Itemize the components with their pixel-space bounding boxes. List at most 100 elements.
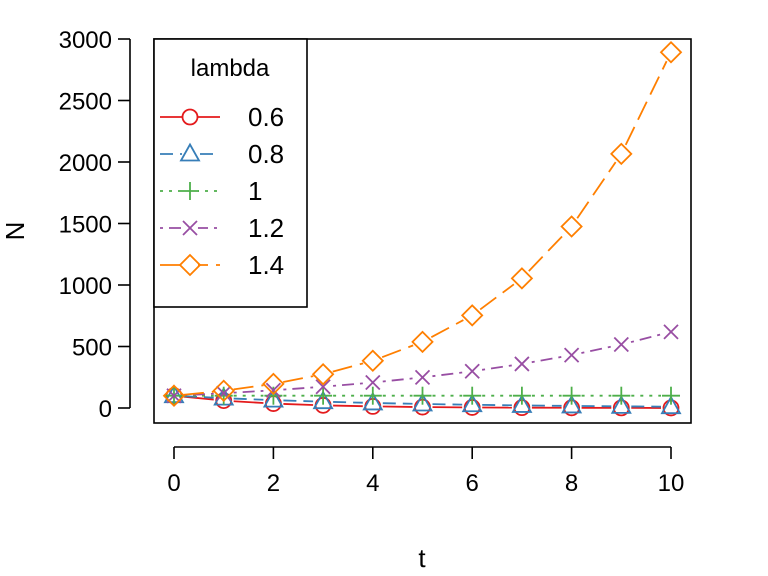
data-point [311, 362, 335, 386]
data-point-shape [659, 40, 683, 64]
series-segment [630, 333, 662, 343]
data-point-shape [514, 356, 530, 372]
data-point [414, 369, 431, 386]
data-point [461, 393, 483, 413]
series-segment [432, 371, 463, 378]
data-point [460, 304, 484, 327]
y-tick-label: 2000 [59, 150, 112, 177]
series-segment [332, 362, 364, 373]
data-point-shape [411, 392, 434, 412]
y-tick-label: 500 [72, 335, 112, 362]
legend-entry: 1.4 [160, 250, 284, 280]
data-point [510, 267, 534, 290]
data-point [162, 384, 186, 407]
series-segment [283, 375, 314, 383]
y-axis: 0 500 1000 1500 2000 2500 3000 [59, 27, 131, 423]
data-point [361, 349, 385, 373]
series-segment [333, 401, 363, 404]
y-tick-label: 1000 [59, 273, 112, 300]
data-point-shape [361, 349, 385, 373]
legend-entry: 1.2 [160, 213, 284, 243]
data-point [365, 374, 381, 391]
data-point [560, 215, 583, 238]
legend-marker-shape [178, 253, 202, 277]
legend: lambda 0.6 0.8 1 1.2 1.4 [153, 38, 308, 308]
data-point [561, 394, 583, 414]
legend-marker-bg [182, 109, 198, 125]
series-segment [576, 161, 617, 219]
data-point-shape [563, 347, 580, 363]
data-point-shape [464, 363, 480, 379]
legend-label: 1.2 [248, 213, 284, 243]
data-point [663, 324, 679, 340]
data-point-shape [311, 362, 335, 386]
data-point [613, 336, 629, 353]
data-point [511, 394, 533, 413]
data-point-shape [362, 391, 384, 411]
series-segment [430, 319, 464, 338]
series-segment [382, 377, 413, 383]
data-point-shape [561, 394, 583, 414]
data-point-shape [162, 384, 186, 407]
data-point [660, 395, 682, 415]
data-point [216, 385, 232, 401]
legend-title: lambda [191, 55, 270, 82]
data-point [212, 379, 235, 403]
series-segment [528, 233, 566, 272]
series-segment [531, 355, 562, 364]
legend-marker-shape [179, 142, 201, 162]
series-segment [283, 403, 314, 406]
legend-entry: 0.8 [160, 139, 284, 169]
legend-marker [181, 108, 199, 126]
x-tick-label: 8 [565, 470, 578, 497]
legend-marker-bg [182, 257, 198, 273]
data-point [659, 40, 683, 64]
data-point-shape [610, 142, 633, 166]
data-point-shape [460, 304, 484, 327]
x-tick-label: 4 [366, 470, 379, 497]
data-point-shape [315, 379, 331, 395]
y-tick-label: 2500 [59, 89, 112, 116]
series-segment [283, 399, 314, 403]
series-segment [581, 345, 612, 354]
series-segment [332, 382, 363, 387]
data-point [262, 372, 285, 396]
y-tick-label: 3000 [59, 27, 112, 54]
data-point [563, 347, 580, 363]
data-point [512, 386, 531, 405]
data-point [363, 386, 382, 405]
data-point-shape [414, 369, 431, 386]
series-segment [481, 364, 513, 371]
series-segment [283, 386, 314, 391]
series-segment [183, 390, 214, 396]
legend-marker [179, 142, 201, 162]
data-point-shape [216, 385, 232, 401]
data-point-shape [613, 336, 629, 353]
series-1.4 [162, 40, 683, 407]
x-axis: 0 2 4 6 8 10 [167, 446, 684, 497]
data-point [413, 386, 432, 405]
series-segment [624, 60, 668, 146]
data-point-shape [265, 382, 282, 398]
x-tick-label: 2 [267, 470, 280, 497]
data-point [610, 395, 632, 414]
legend-label: 0.8 [248, 139, 284, 169]
legend-label: 0.6 [248, 102, 284, 132]
data-point [610, 142, 633, 166]
series-segment [183, 395, 214, 399]
data-point-shape [660, 395, 682, 415]
x-tick-label: 0 [167, 470, 180, 497]
legend-marker [178, 253, 202, 277]
legend-label: 1.4 [248, 250, 284, 280]
y-axis-title: N [0, 222, 30, 241]
legend-box [153, 38, 308, 308]
data-point-shape [510, 267, 534, 290]
data-point [464, 363, 480, 379]
data-point-shape [663, 324, 679, 340]
data-point [662, 386, 680, 405]
series-segment [233, 400, 264, 404]
data-point-shape [461, 393, 483, 413]
data-point [314, 386, 333, 405]
legend-marker [182, 220, 198, 236]
legend-entry: 1 [160, 176, 262, 206]
